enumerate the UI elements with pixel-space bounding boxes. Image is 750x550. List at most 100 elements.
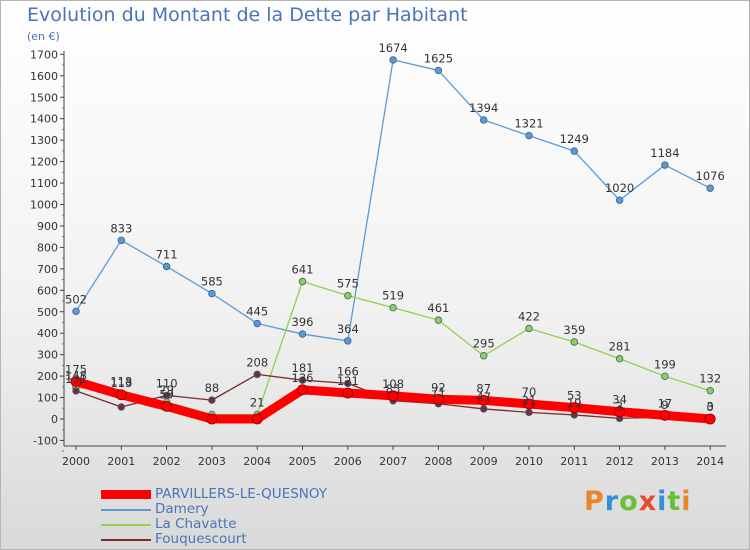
y-tick-label: 1000 <box>30 199 58 212</box>
y-tick-label: 1100 <box>30 177 58 190</box>
data-label: 1076 <box>696 169 725 183</box>
x-tick-label: 2010 <box>515 455 543 468</box>
data-label: 208 <box>246 355 268 369</box>
data-point <box>661 161 669 169</box>
data-label: 148 <box>65 368 87 382</box>
data-label: 1020 <box>605 181 634 195</box>
data-label: 71 <box>431 385 446 399</box>
data-label: 118 <box>110 375 132 389</box>
y-tick-label: 500 <box>37 306 58 319</box>
x-tick-label: 2007 <box>379 455 407 468</box>
data-point <box>570 147 578 155</box>
data-point <box>389 56 397 64</box>
logo-letter: P <box>584 486 605 517</box>
x-tick-label: 2012 <box>606 455 634 468</box>
data-label: 422 <box>518 309 540 323</box>
y-tick-label: -100 <box>33 434 58 447</box>
data-label: 364 <box>337 322 359 336</box>
data-label: 85 <box>386 382 401 396</box>
data-label: 1625 <box>424 51 453 65</box>
x-tick-label: 2004 <box>243 455 271 468</box>
data-label: 79 <box>159 383 174 397</box>
data-label: 711 <box>156 247 178 261</box>
data-label: 34 <box>612 393 627 407</box>
data-label: 1321 <box>514 117 543 131</box>
data-point <box>162 262 171 271</box>
data-label: 121 <box>337 374 359 388</box>
data-label: 445 <box>246 305 268 319</box>
data-label: 3 <box>616 399 623 413</box>
data-point <box>614 406 625 418</box>
x-tick-label: 2009 <box>470 455 498 468</box>
data-point <box>480 116 488 124</box>
data-label: 17 <box>658 396 673 410</box>
data-point <box>525 408 533 417</box>
data-point <box>208 396 216 404</box>
data-point <box>523 398 535 410</box>
data-point <box>434 66 443 75</box>
legend-swatch-parvillers <box>101 490 151 499</box>
y-tick-label: 1300 <box>30 134 58 147</box>
data-label: 108 <box>382 377 404 391</box>
data-label: 53 <box>567 389 582 403</box>
data-labels-layer: 502 833 711 585 445 396 364 1674 1625 1394 1321 124… <box>65 41 725 414</box>
data-point <box>117 236 125 245</box>
data-point <box>344 337 352 345</box>
y-tick-label: 700 <box>37 263 58 276</box>
data-point <box>704 413 716 425</box>
data-label: 113 <box>110 376 132 390</box>
unit-label: (en €) <box>27 30 60 43</box>
data-point <box>615 355 624 363</box>
data-label: 641 <box>292 263 314 277</box>
x-tick-label: 2002 <box>153 455 181 468</box>
data-label: 21 <box>250 395 265 409</box>
data-label: 199 <box>654 357 676 371</box>
data-point <box>298 330 307 338</box>
legend-label-parvillers: PARVILLERS-LE-QUESNOY <box>155 486 328 502</box>
data-label: 1674 <box>378 41 407 55</box>
y-tick-label: 900 <box>37 220 58 233</box>
data-point <box>478 394 490 406</box>
logo-letter: r <box>604 486 620 517</box>
data-point <box>298 277 307 286</box>
data-label: 70 <box>522 385 537 399</box>
data-point <box>342 387 354 399</box>
data-point <box>706 184 714 192</box>
legend-label-la-chavatte: La Chavatte <box>155 516 237 532</box>
x-tick-label: 2005 <box>289 455 317 468</box>
data-point <box>525 324 533 333</box>
data-point <box>570 338 578 346</box>
x-tick-label: 2008 <box>424 455 452 468</box>
x-tick-label: 2011 <box>560 455 588 468</box>
data-label: 519 <box>382 289 404 303</box>
y-tick-label: 300 <box>37 349 58 362</box>
data-point <box>615 196 624 204</box>
y-tick-label: 100 <box>37 392 58 405</box>
data-point <box>72 387 80 395</box>
data-point <box>298 376 307 384</box>
data-label: 281 <box>609 340 631 354</box>
data-label: 87 <box>476 381 491 395</box>
chart-title: Evolution du Montant de la Dette par Hab… <box>27 4 468 26</box>
y-tick-label: 800 <box>37 241 58 254</box>
data-point <box>117 403 125 411</box>
y-tick-label: 1200 <box>30 156 58 169</box>
data-point <box>344 291 352 300</box>
data-label: 359 <box>563 323 585 337</box>
legend-swatch-la-chavatte <box>101 524 151 526</box>
data-point <box>434 316 443 324</box>
series-layer <box>70 56 716 425</box>
data-label: 461 <box>427 301 449 315</box>
data-point <box>70 376 82 387</box>
data-label: 181 <box>292 361 314 375</box>
proxiti-logo: Proxiti <box>584 486 692 517</box>
x-tick-label: 2003 <box>198 455 226 468</box>
data-point <box>206 413 218 425</box>
y-tick-label: 1700 <box>30 48 58 61</box>
legend-label-damery: Damery <box>155 501 209 517</box>
data-label: 295 <box>473 337 495 351</box>
y-tick-label: 600 <box>37 284 58 297</box>
data-point <box>661 372 669 381</box>
